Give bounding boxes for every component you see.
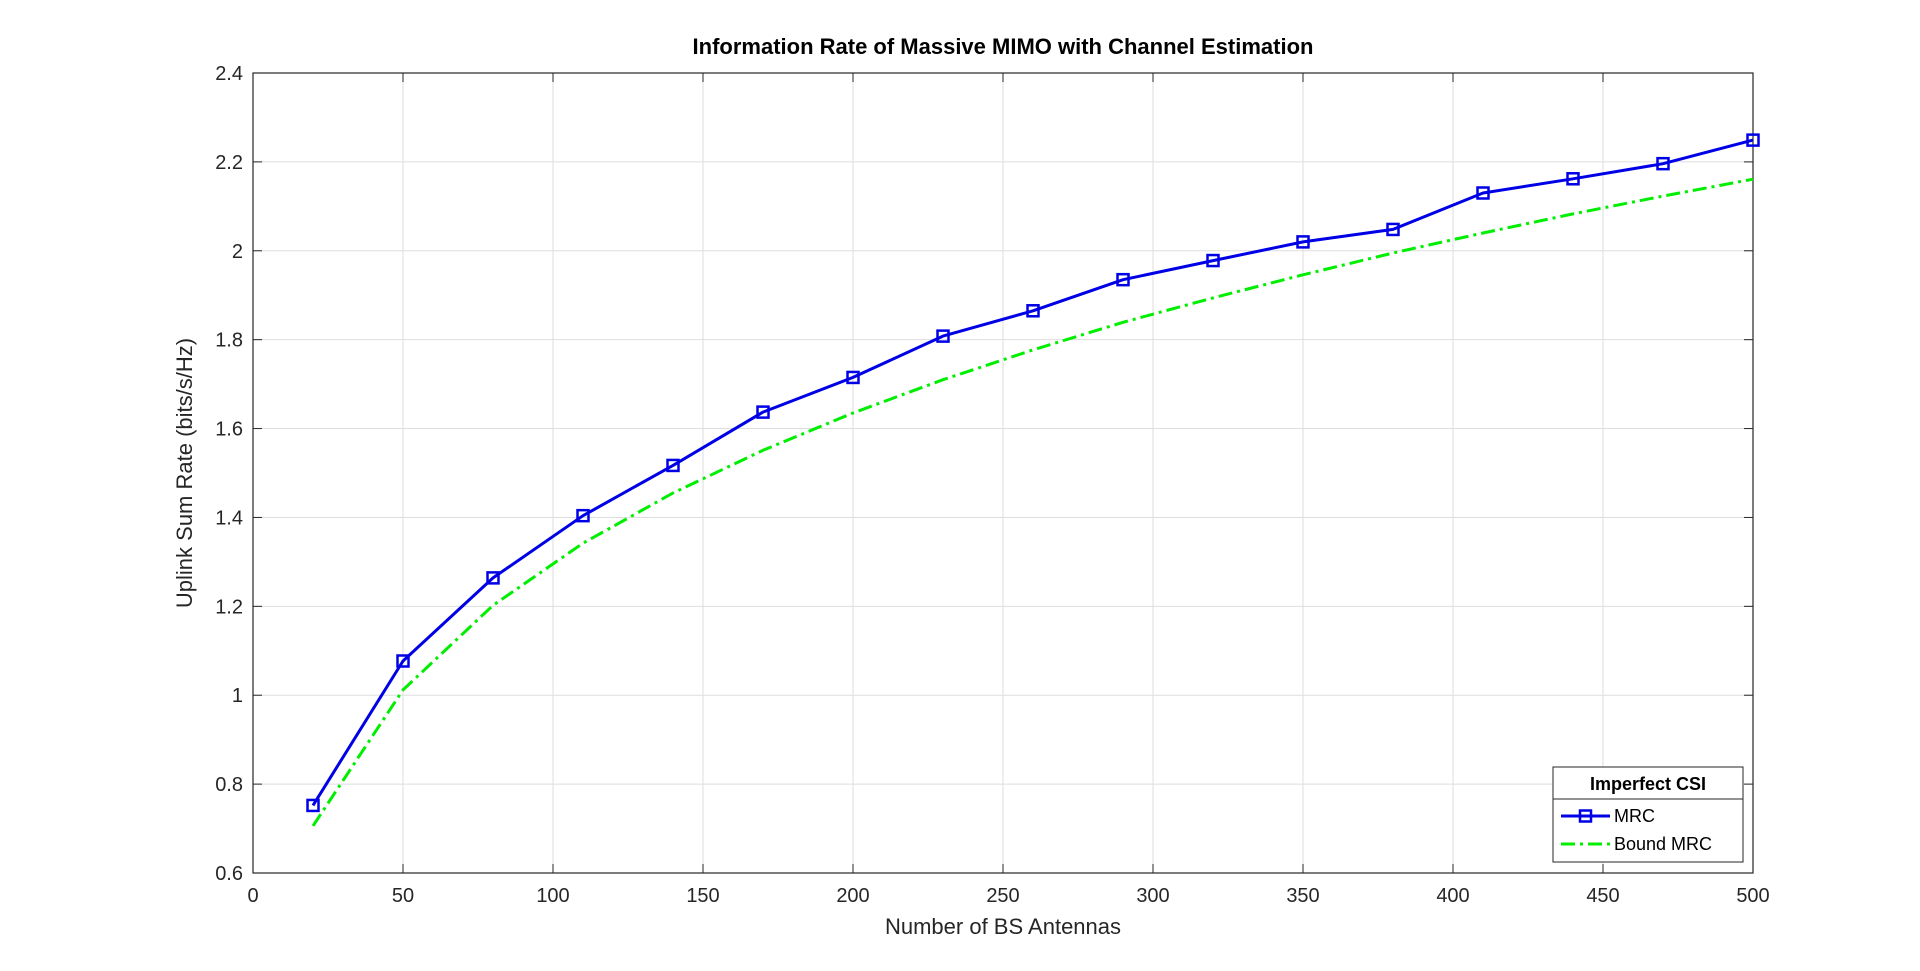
- legend-label-mrc: MRC: [1614, 806, 1655, 826]
- y-axis-label: Uplink Sum Rate (bits/s/Hz): [172, 338, 197, 608]
- series-layer: [306, 133, 1760, 827]
- data-point-mrc: [1026, 304, 1040, 318]
- x-tick-label: 400: [1436, 885, 1469, 907]
- data-point-mrc: [1116, 272, 1130, 287]
- x-tick-label: 200: [836, 885, 869, 907]
- x-axis-label: Number of BS Antennas: [885, 914, 1121, 939]
- chart-title: Information Rate of Massive MIMO with Ch…: [693, 34, 1314, 59]
- y-tick-label: 0.6: [215, 863, 243, 885]
- y-tick-label: 2.4: [215, 63, 243, 85]
- data-point-mrc: [846, 370, 860, 385]
- series-line-mrc: [311, 138, 1754, 807]
- legend-items: MRC Bound MRC: [1561, 806, 1712, 854]
- x-tick-label: 100: [536, 885, 569, 907]
- x-tick-label: 50: [392, 885, 414, 907]
- y-tick-label: 1.6: [215, 419, 243, 441]
- x-tick-label: 300: [1136, 885, 1169, 907]
- data-point-mrc: [666, 458, 680, 473]
- y-tick-label: 1.4: [215, 507, 243, 529]
- y-tick-label: 2.2: [215, 152, 243, 174]
- x-tick-label: 150: [686, 885, 719, 907]
- x-tick-label: 500: [1736, 885, 1769, 907]
- y-tick-label: 1.8: [215, 330, 243, 352]
- x-tick-label: 450: [1586, 885, 1619, 907]
- data-point-mrc: [1566, 172, 1580, 186]
- legend-marker-mrc: [1578, 809, 1593, 823]
- axis-ticks: 0 50 100 150 200 250 300 350 400 450 500 0.6 0.8 1 1.2…: [215, 63, 1770, 907]
- data-point-mrc: [1746, 133, 1760, 147]
- data-point-mrc: [1386, 222, 1400, 237]
- y-tick-label: 2: [232, 241, 243, 263]
- legend-title: Imperfect CSI: [1590, 774, 1706, 794]
- legend-label-bound-mrc: Bound MRC: [1614, 834, 1712, 854]
- data-point-mrc: [396, 654, 410, 668]
- series-line-bound-mrc: [311, 177, 1754, 827]
- data-point-mrc: [1296, 235, 1310, 249]
- y-tick-label: 1: [232, 685, 243, 707]
- data-point-mrc: [1656, 156, 1670, 171]
- data-point-mrc: [576, 508, 590, 523]
- data-point-mrc: [1206, 253, 1220, 268]
- data-point-mrc: [756, 405, 770, 419]
- data-point-mrc: [936, 329, 950, 343]
- data-point-mrc: [306, 798, 320, 813]
- x-tick-label: 250: [986, 885, 1019, 907]
- y-tick-label: 0.8: [215, 774, 243, 796]
- grid: [252, 72, 1754, 874]
- data-point-mrc: [1476, 186, 1490, 200]
- x-tick-label: 350: [1286, 885, 1319, 907]
- y-tick-label: 1.2: [215, 596, 243, 618]
- data-point-mrc: [486, 571, 500, 585]
- x-tick-label: 0: [247, 885, 258, 907]
- legend: Imperfect CSI MRC Bound MRC: [1552, 766, 1744, 863]
